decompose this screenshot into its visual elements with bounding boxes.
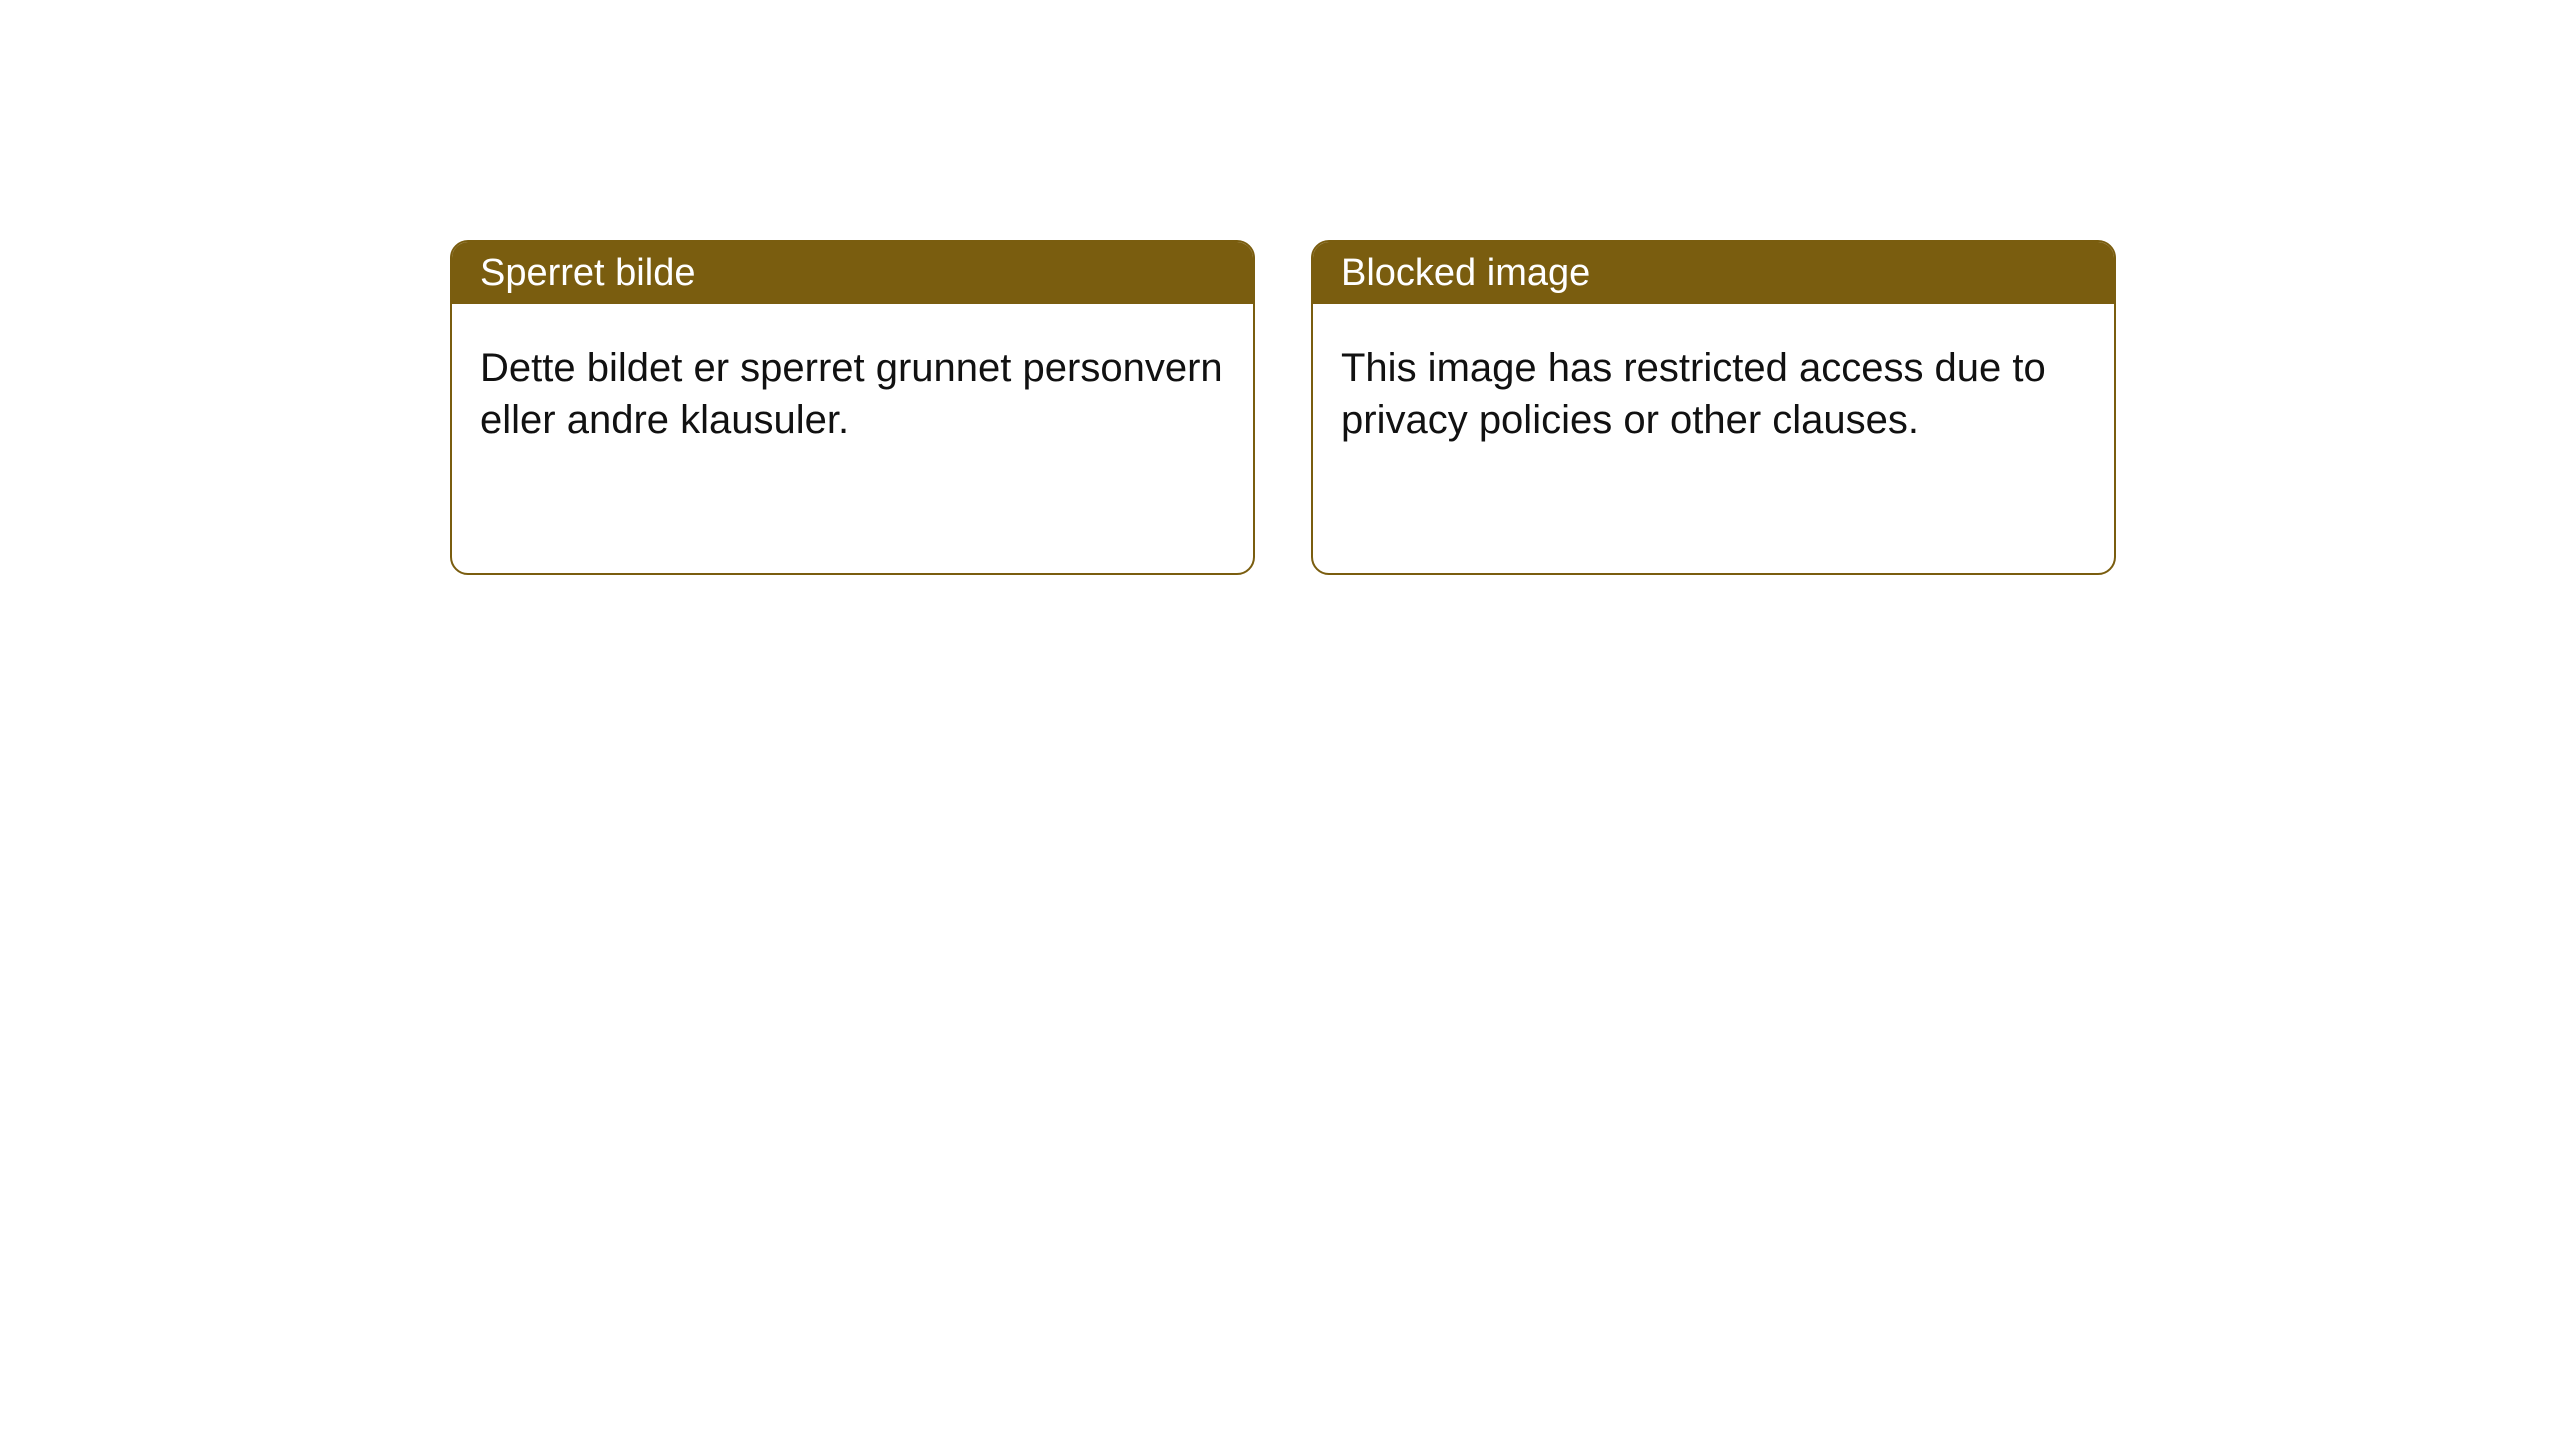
notice-header: Blocked image [1313, 242, 2114, 304]
notice-body: This image has restricted access due to … [1313, 304, 2114, 484]
notice-body-text: This image has restricted access due to … [1341, 346, 2046, 442]
notice-body-text: Dette bildet er sperret grunnet personve… [480, 346, 1223, 442]
notice-box-english: Blocked image This image has restricted … [1311, 240, 2116, 575]
notice-title: Blocked image [1341, 252, 1590, 295]
notice-box-norwegian: Sperret bilde Dette bildet er sperret gr… [450, 240, 1255, 575]
notice-title: Sperret bilde [480, 252, 695, 295]
notice-container: Sperret bilde Dette bildet er sperret gr… [450, 240, 2116, 575]
notice-header: Sperret bilde [452, 242, 1253, 304]
notice-body: Dette bildet er sperret grunnet personve… [452, 304, 1253, 484]
